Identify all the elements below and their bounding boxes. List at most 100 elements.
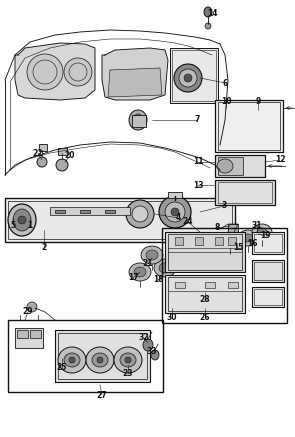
- Text: 18: 18: [153, 275, 163, 284]
- Ellipse shape: [159, 263, 171, 273]
- Ellipse shape: [132, 206, 148, 222]
- Bar: [50, 207, 130, 215]
- Text: 12: 12: [275, 156, 285, 164]
- Bar: [218, 102, 280, 150]
- Text: 21: 21: [143, 260, 153, 268]
- Bar: [254, 234, 282, 252]
- Bar: [8, 201, 232, 239]
- Bar: [58, 333, 147, 379]
- Ellipse shape: [257, 228, 267, 236]
- Text: 7: 7: [194, 115, 200, 125]
- Bar: [17, 330, 28, 338]
- Text: 26: 26: [200, 313, 210, 323]
- Ellipse shape: [18, 216, 26, 224]
- Bar: [175, 282, 185, 288]
- Text: 19: 19: [260, 232, 270, 240]
- Ellipse shape: [27, 302, 37, 312]
- Ellipse shape: [56, 159, 68, 171]
- Bar: [170, 48, 218, 103]
- Polygon shape: [102, 48, 168, 100]
- Ellipse shape: [252, 224, 272, 240]
- Bar: [15, 328, 43, 348]
- Ellipse shape: [171, 208, 179, 216]
- Ellipse shape: [184, 74, 192, 82]
- Ellipse shape: [220, 232, 240, 248]
- Ellipse shape: [205, 23, 211, 29]
- Bar: [195, 237, 203, 245]
- Text: 15: 15: [233, 243, 243, 253]
- Text: 32: 32: [139, 333, 149, 343]
- Text: 14: 14: [207, 10, 217, 18]
- Bar: [105, 210, 115, 213]
- Bar: [162, 228, 287, 323]
- Ellipse shape: [243, 234, 253, 242]
- Text: 33: 33: [147, 347, 157, 357]
- Bar: [58, 148, 67, 155]
- Ellipse shape: [174, 64, 202, 92]
- Bar: [218, 182, 272, 203]
- Ellipse shape: [114, 347, 142, 373]
- Bar: [39, 144, 47, 151]
- Ellipse shape: [64, 353, 80, 367]
- Ellipse shape: [129, 110, 147, 130]
- Ellipse shape: [120, 353, 136, 367]
- Bar: [55, 210, 65, 213]
- Ellipse shape: [27, 54, 63, 90]
- Text: 9: 9: [255, 97, 260, 105]
- Ellipse shape: [165, 202, 185, 222]
- Bar: [80, 210, 90, 213]
- Ellipse shape: [58, 347, 86, 373]
- Polygon shape: [108, 68, 162, 97]
- Text: 20: 20: [65, 152, 75, 160]
- Text: 2: 2: [41, 243, 47, 252]
- Text: 11: 11: [193, 157, 203, 166]
- Text: 8: 8: [214, 223, 220, 232]
- Ellipse shape: [225, 236, 235, 244]
- Bar: [252, 287, 284, 307]
- Bar: [165, 232, 245, 272]
- Ellipse shape: [133, 114, 143, 126]
- Ellipse shape: [69, 357, 75, 363]
- Ellipse shape: [86, 347, 114, 373]
- Bar: [254, 262, 282, 280]
- Bar: [165, 275, 245, 313]
- Bar: [55, 330, 150, 382]
- Text: 3: 3: [221, 201, 227, 211]
- Bar: [175, 237, 183, 245]
- Bar: [8, 320, 163, 392]
- Ellipse shape: [37, 157, 47, 167]
- Bar: [228, 237, 236, 245]
- Ellipse shape: [154, 259, 176, 277]
- Ellipse shape: [129, 263, 151, 281]
- Bar: [5, 198, 235, 242]
- Bar: [215, 155, 265, 177]
- Text: 16: 16: [247, 239, 257, 249]
- Bar: [215, 237, 223, 245]
- Bar: [215, 100, 283, 152]
- Bar: [228, 282, 238, 288]
- Text: 29: 29: [23, 308, 33, 316]
- Bar: [132, 115, 146, 127]
- Ellipse shape: [238, 230, 258, 246]
- Polygon shape: [15, 43, 95, 100]
- Text: 30: 30: [167, 313, 177, 323]
- Bar: [252, 232, 284, 254]
- Text: 31: 31: [252, 221, 262, 229]
- Ellipse shape: [64, 58, 92, 86]
- Text: 6: 6: [222, 79, 228, 87]
- Text: 17: 17: [128, 274, 138, 282]
- Bar: [228, 224, 238, 232]
- Ellipse shape: [125, 357, 131, 363]
- Text: 13: 13: [193, 180, 203, 190]
- Text: 28: 28: [200, 295, 210, 305]
- Ellipse shape: [146, 250, 158, 260]
- Ellipse shape: [97, 357, 103, 363]
- Bar: [168, 277, 242, 311]
- Ellipse shape: [92, 353, 108, 367]
- Ellipse shape: [13, 209, 31, 231]
- Bar: [205, 282, 215, 288]
- Ellipse shape: [179, 69, 197, 87]
- Ellipse shape: [217, 159, 233, 173]
- Ellipse shape: [141, 246, 163, 264]
- Bar: [252, 260, 284, 282]
